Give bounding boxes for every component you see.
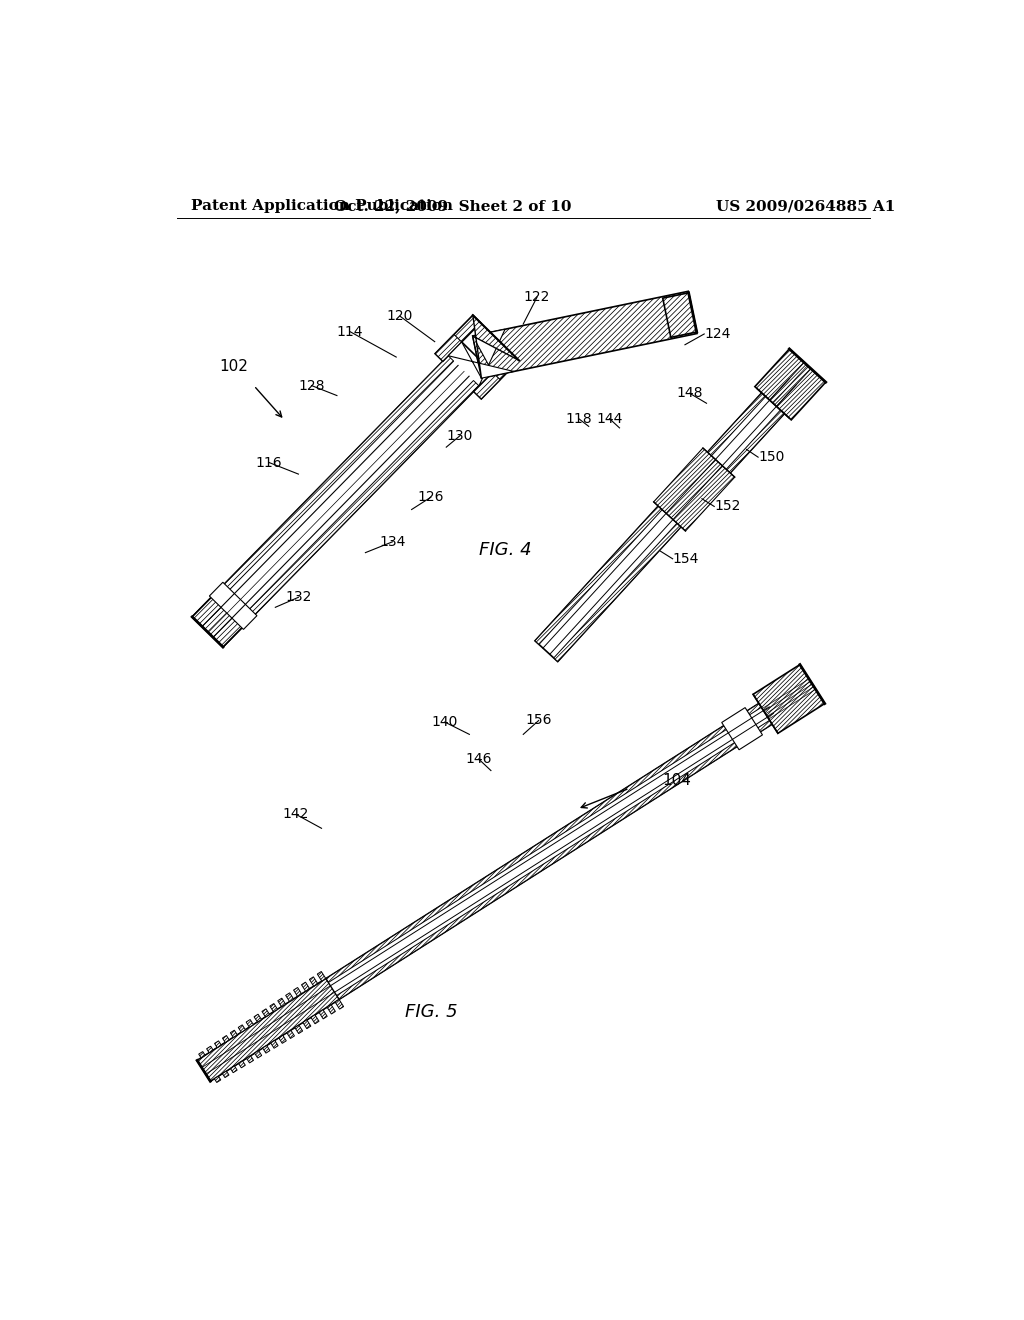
- Polygon shape: [294, 987, 302, 997]
- Polygon shape: [239, 1024, 246, 1032]
- Text: US 2009/0264885 A1: US 2009/0264885 A1: [716, 199, 895, 213]
- Polygon shape: [262, 1045, 270, 1053]
- Polygon shape: [311, 1015, 319, 1024]
- Text: 128: 128: [298, 379, 325, 392]
- Text: 120: 120: [387, 309, 414, 323]
- Polygon shape: [230, 1067, 238, 1073]
- Text: 144: 144: [596, 412, 623, 425]
- Text: FIG. 5: FIG. 5: [404, 1003, 457, 1020]
- Polygon shape: [247, 1056, 254, 1063]
- Polygon shape: [193, 342, 493, 647]
- Polygon shape: [535, 371, 804, 661]
- Text: 114: 114: [337, 325, 364, 339]
- Polygon shape: [473, 315, 519, 378]
- Polygon shape: [270, 1003, 278, 1012]
- Text: 104: 104: [662, 774, 691, 788]
- Polygon shape: [209, 582, 257, 630]
- Polygon shape: [318, 1010, 328, 1019]
- Polygon shape: [326, 700, 767, 982]
- Polygon shape: [193, 355, 454, 622]
- Polygon shape: [301, 982, 309, 991]
- Polygon shape: [473, 372, 500, 399]
- Text: 156: 156: [525, 714, 552, 727]
- Polygon shape: [270, 1040, 279, 1048]
- Polygon shape: [222, 1035, 229, 1043]
- Text: 142: 142: [283, 808, 309, 821]
- Polygon shape: [327, 1005, 336, 1014]
- Text: 124: 124: [705, 327, 730, 341]
- Text: 102: 102: [219, 359, 248, 374]
- Polygon shape: [193, 595, 245, 647]
- Polygon shape: [722, 708, 763, 750]
- Polygon shape: [207, 1047, 213, 1053]
- Text: FIG. 4: FIG. 4: [479, 541, 531, 558]
- Polygon shape: [337, 717, 778, 999]
- Text: 148: 148: [676, 387, 702, 400]
- Text: 132: 132: [286, 590, 311, 605]
- Polygon shape: [309, 977, 317, 986]
- Text: 152: 152: [714, 499, 740, 513]
- Text: 130: 130: [446, 429, 473, 442]
- Polygon shape: [295, 1026, 303, 1034]
- Text: 118: 118: [565, 412, 592, 425]
- Polygon shape: [254, 1014, 261, 1022]
- Polygon shape: [317, 972, 326, 981]
- Text: 150: 150: [758, 450, 784, 465]
- Polygon shape: [303, 1020, 311, 1028]
- Polygon shape: [214, 1041, 221, 1048]
- Polygon shape: [222, 1071, 229, 1077]
- Polygon shape: [239, 1061, 246, 1068]
- Polygon shape: [535, 371, 785, 644]
- Text: 140: 140: [431, 715, 458, 729]
- Polygon shape: [287, 1030, 295, 1039]
- Text: 134: 134: [379, 535, 406, 549]
- Polygon shape: [197, 978, 339, 1081]
- Polygon shape: [755, 348, 825, 420]
- Polygon shape: [262, 1008, 269, 1016]
- Text: 126: 126: [418, 490, 444, 504]
- Text: 154: 154: [673, 552, 699, 566]
- Polygon shape: [278, 998, 286, 1007]
- Polygon shape: [230, 1030, 238, 1038]
- Polygon shape: [554, 388, 804, 661]
- Polygon shape: [473, 292, 697, 378]
- Polygon shape: [449, 342, 514, 378]
- Polygon shape: [435, 315, 480, 362]
- Polygon shape: [214, 1076, 221, 1082]
- Text: 116: 116: [256, 455, 283, 470]
- Polygon shape: [663, 293, 696, 338]
- Polygon shape: [197, 689, 796, 1081]
- Polygon shape: [335, 999, 344, 1008]
- Polygon shape: [217, 380, 479, 647]
- Polygon shape: [435, 334, 462, 362]
- Polygon shape: [246, 1019, 253, 1027]
- Polygon shape: [753, 664, 824, 734]
- Polygon shape: [255, 1051, 262, 1059]
- Polygon shape: [473, 352, 519, 399]
- Polygon shape: [653, 447, 735, 531]
- Polygon shape: [279, 1035, 287, 1043]
- Polygon shape: [199, 1052, 205, 1057]
- Text: Patent Application Publication: Patent Application Publication: [190, 199, 453, 213]
- Text: 146: 146: [465, 752, 492, 766]
- Text: 122: 122: [524, 290, 550, 304]
- Text: Oct. 22, 2009  Sheet 2 of 10: Oct. 22, 2009 Sheet 2 of 10: [334, 199, 571, 213]
- Polygon shape: [286, 993, 294, 1002]
- Polygon shape: [473, 329, 505, 385]
